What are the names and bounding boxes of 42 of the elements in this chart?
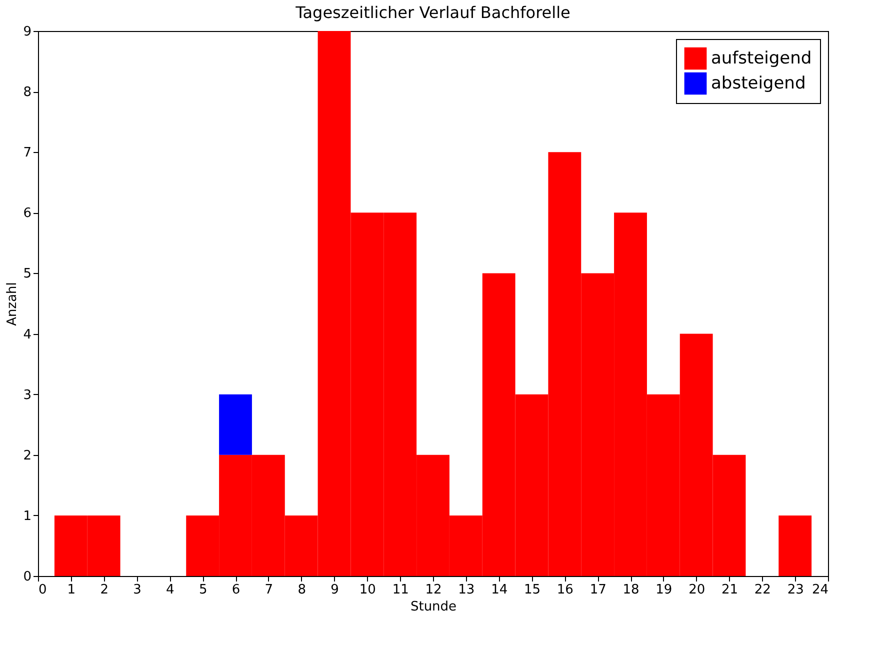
- x-tick-label: 2: [100, 582, 108, 598]
- x-tick-label: 12: [425, 582, 442, 598]
- x-tick-label: 17: [590, 582, 606, 598]
- y-tick-label: 3: [23, 388, 32, 403]
- bar: [219, 394, 252, 455]
- x-tick-label: 9: [330, 582, 339, 598]
- y-tick-label: 2: [23, 448, 32, 464]
- x-tick-label: 22: [754, 582, 771, 598]
- x-tick-label: 15: [524, 582, 541, 598]
- x-tick-label: 6: [232, 582, 240, 598]
- x-tick-label: 11: [392, 582, 409, 598]
- x-tick-label: 7: [264, 582, 274, 598]
- x-tick-label: 20: [688, 582, 706, 598]
- y-tick-label: 7: [23, 146, 32, 161]
- y-tick-label: 5: [23, 266, 32, 282]
- x-tick-label: 10: [359, 582, 376, 598]
- y-axis-title: Anzahl: [5, 282, 20, 326]
- x-axis-title: Stunde: [410, 600, 457, 614]
- x-tick-label: 4: [166, 582, 174, 598]
- y-tick-label: 0: [23, 570, 32, 584]
- x-tick-label: 14: [491, 582, 508, 598]
- x-tick-label: 8: [298, 582, 306, 598]
- x-tick-label: 3: [133, 582, 142, 598]
- x-tick-label: 23: [787, 582, 804, 598]
- y-tick-label: 6: [23, 206, 32, 222]
- x-tick-label: 13: [458, 582, 475, 598]
- x-tick-label: 0: [38, 582, 47, 598]
- x-tick-label: 24: [812, 582, 828, 598]
- x-tick-label: 21: [721, 582, 738, 598]
- x-tick-label: 19: [656, 582, 672, 598]
- y-tick-label: 4: [23, 327, 32, 342]
- y-tick-label: 9: [23, 24, 32, 40]
- x-tick-label: 18: [622, 582, 640, 598]
- legend-label: absteigend: [711, 74, 806, 94]
- y-tick-label: 8: [23, 85, 32, 100]
- bar: [778, 515, 812, 576]
- y-tick-label: 1: [23, 508, 32, 524]
- legend-label: aufsteigend: [711, 48, 812, 68]
- chart-title: Tageszeitlicher Verlauf Bachforelle: [294, 3, 570, 22]
- x-tick-label: 16: [556, 582, 574, 598]
- x-tick-label: 1: [67, 582, 76, 598]
- x-tick-label: 5: [198, 582, 208, 598]
